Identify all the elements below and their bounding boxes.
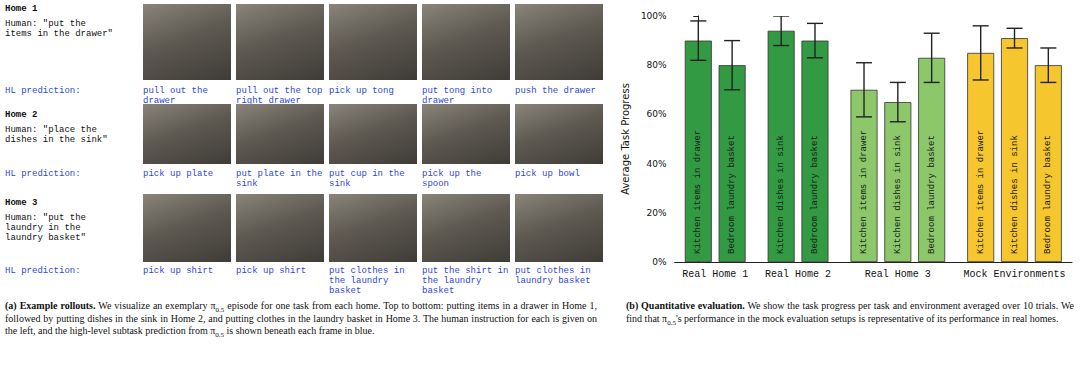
- svg-text:Kitchen items in drawer: Kitchen items in drawer: [976, 130, 986, 254]
- html-text:pick up the spoon: pick up the spoon: [422, 169, 482, 189]
- html-text:push the drawer: push the drawer: [515, 86, 596, 96]
- html-text:(a) Example rollouts. We visua: (a) Example rollouts. We visualize an ex…: [5, 300, 597, 339]
- html-text:pick up shirt: pick up shirt: [143, 266, 214, 276]
- html-text:pick up tong: pick up tong: [329, 86, 394, 96]
- svg-text:Mock Environments: Mock Environments: [963, 269, 1065, 280]
- html-text:put the shirt in the laundry b: put the shirt in the laundry basket: [422, 266, 509, 296]
- html-text:pull out the drawer: pull out the drawer: [143, 86, 208, 106]
- svg-text:40%: 40%: [647, 159, 667, 169]
- html-text:Human: "put the items in the d: Human: "put the items in the drawer": [5, 19, 113, 39]
- html-text:put tong into drawer: put tong into drawer: [422, 86, 493, 106]
- html-text:pick up shirt: pick up shirt: [236, 266, 307, 276]
- svg-text:80%: 80%: [647, 60, 667, 70]
- svg-text:20%: 20%: [647, 208, 667, 218]
- svg-text:Kitchen dishes in sink: Kitchen dishes in sink: [1010, 135, 1020, 254]
- html-text:Human: "put the laundry in the: Human: "put the laundry in the laundry b…: [5, 213, 86, 243]
- html-text:pull out the top right drawer: pull out the top right drawer: [236, 86, 323, 106]
- svg-text:Kitchen dishes in sink: Kitchen dishes in sink: [776, 135, 786, 254]
- html-text:HL prediction:: HL prediction:: [5, 266, 81, 276]
- svg-text:Real Home 1: Real Home 1: [682, 269, 748, 280]
- svg-text:60%: 60%: [647, 109, 667, 119]
- html-text:Home 3: Home 3: [5, 198, 38, 208]
- svg-text:0%: 0%: [652, 257, 667, 267]
- html-text:put clothes in the laundry bas: put clothes in the laundry basket: [329, 266, 405, 296]
- svg-text:Kitchen items in drawer: Kitchen items in drawer: [859, 130, 869, 254]
- svg-text:Real Home 3: Real Home 3: [865, 269, 931, 280]
- svg-text:Kitchen items in drawer: Kitchen items in drawer: [693, 130, 703, 254]
- svg-text:Bedroom laundry basket: Bedroom laundry basket: [927, 135, 937, 254]
- svg-text:Kitchen dishes in sink: Kitchen dishes in sink: [893, 135, 903, 254]
- svg-text:100%: 100%: [641, 11, 667, 21]
- html-text:Home 1: Home 1: [5, 4, 38, 14]
- svg-text:Average Task Progress: Average Task Progress: [620, 83, 631, 195]
- svg-text:Real Home 2: Real Home 2: [765, 269, 831, 280]
- svg-text:Bedroom laundry basket: Bedroom laundry basket: [810, 135, 820, 254]
- html-text:pick up bowl: pick up bowl: [515, 169, 580, 179]
- html-text:HL prediction:: HL prediction:: [5, 169, 81, 179]
- html-text:put plate in the sink: put plate in the sink: [236, 169, 323, 189]
- svg-text:Bedroom laundry basket: Bedroom laundry basket: [727, 135, 737, 254]
- html-text:Home 2: Home 2: [5, 110, 38, 120]
- html-text:HL prediction:: HL prediction:: [5, 86, 81, 96]
- svg-text:Bedroom laundry basket: Bedroom laundry basket: [1043, 135, 1053, 254]
- html-text:pick up plate: pick up plate: [143, 169, 214, 179]
- html-text:Human: "place the dishes in th: Human: "place the dishes in the sink": [5, 125, 108, 145]
- html-text:(b) Quantitative evaluation. W: (b) Quantitative evaluation. We show the…: [626, 300, 1074, 327]
- html-text:put clothes in laundry basket: put clothes in laundry basket: [515, 266, 591, 286]
- html-text:put cup in the sink: put cup in the sink: [329, 169, 405, 189]
